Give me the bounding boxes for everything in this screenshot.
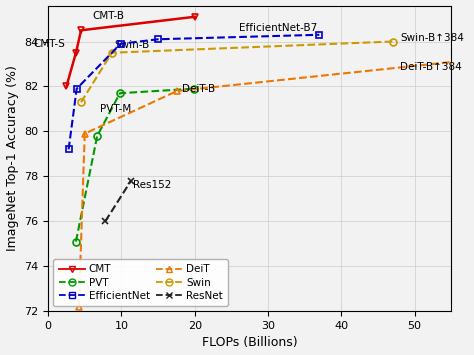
Text: CMT-B: CMT-B (92, 11, 124, 21)
Text: PVT-M: PVT-M (100, 104, 131, 114)
Text: CMT-S: CMT-S (33, 39, 65, 49)
Legend: CMT, PVT, EfficientNet, DeiT, Swin, ResNet: CMT, PVT, EfficientNet, DeiT, Swin, ResN… (53, 259, 228, 306)
Text: Swin-B: Swin-B (115, 40, 150, 50)
Text: DeiT-B↑384: DeiT-B↑384 (400, 62, 462, 72)
Y-axis label: ImageNet Top-1 Accuracy (%): ImageNet Top-1 Accuracy (%) (6, 65, 18, 251)
Text: Res152: Res152 (133, 180, 172, 190)
Text: EfficientNet-B7: EfficientNet-B7 (239, 23, 317, 33)
X-axis label: FLOPs (Billions): FLOPs (Billions) (202, 337, 298, 349)
Text: Swin-B↑384: Swin-B↑384 (400, 33, 464, 43)
Text: DeiT-B: DeiT-B (182, 84, 215, 94)
